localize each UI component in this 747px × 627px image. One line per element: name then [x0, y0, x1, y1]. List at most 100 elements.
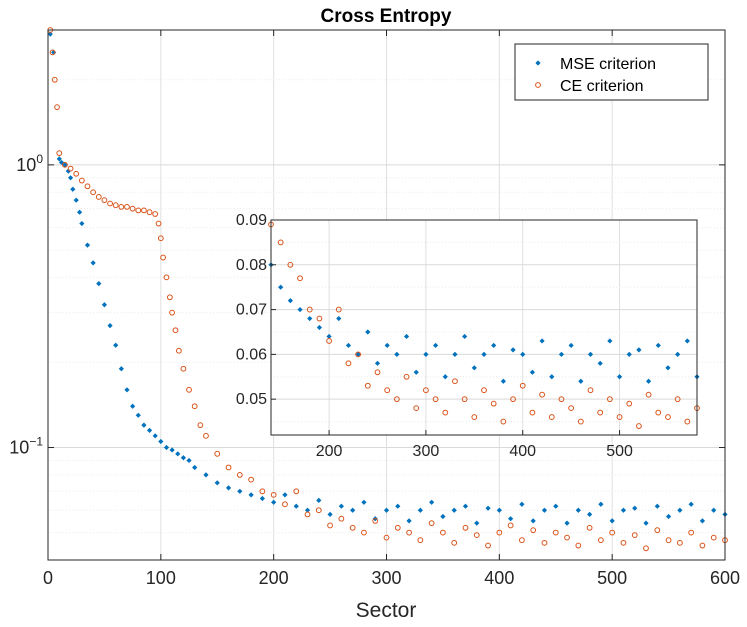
inset-point-series-0 [297, 306, 303, 313]
inset-point-series-1 [636, 423, 642, 429]
main-point-series-1 [90, 189, 97, 196]
legend-label-mse: MSE criterion [560, 56, 656, 73]
main-point-series-0 [135, 412, 141, 418]
main-point-series-0 [163, 444, 170, 451]
main-point-series-0 [316, 497, 322, 504]
main-point-series-0 [237, 488, 243, 494]
inset-point-series-0 [432, 342, 439, 349]
main-point-series-1 [315, 507, 322, 514]
inset-point-series-1 [645, 391, 652, 398]
main-point-series-0 [643, 520, 649, 526]
main-point-series-1 [293, 488, 300, 495]
inset-point-series-1 [500, 418, 507, 425]
main-point-series-1 [214, 450, 221, 457]
legend-marker-ce [535, 82, 541, 88]
inset-axis-ticks: 200 300 400 500 0.05 0.06 0.07 0.08 0.09 [236, 212, 633, 460]
main-point-series-0 [62, 162, 68, 168]
main-point-series-1 [73, 170, 80, 177]
main-point-series-0 [67, 175, 74, 181]
main-point-series-0 [282, 492, 288, 498]
main-point-series-1 [135, 207, 142, 214]
inset-x-tick-label: 500 [606, 443, 633, 460]
inset-y-tick-label: 0.06 [236, 346, 267, 363]
inset-point-series-0 [645, 378, 652, 384]
main-point-series-0 [65, 168, 71, 174]
main-point-series-0 [699, 518, 706, 524]
inset-point-series-1 [529, 409, 536, 416]
main-point-series-1 [155, 220, 162, 227]
main-point-series-1 [191, 403, 198, 410]
inset-point-series-1 [558, 396, 565, 403]
main-point-series-1 [175, 347, 182, 354]
inset-point-series-1 [277, 239, 284, 246]
main-point-series-1 [338, 515, 345, 522]
x-axis-label: Sector [356, 599, 417, 622]
inset-point-series-0 [355, 351, 361, 357]
inset-point-series-0 [307, 315, 313, 322]
inset-point-series-1 [442, 409, 449, 416]
inset-point-series-1 [539, 391, 545, 398]
inset-point-series-0 [471, 365, 477, 371]
inset-point-series-1 [316, 315, 323, 322]
inset-point-series-1 [326, 338, 332, 344]
main-point-series-0 [186, 457, 192, 464]
main-point-series-0 [304, 507, 311, 513]
main-point-series-1 [406, 529, 412, 536]
main-point-series-0 [665, 513, 672, 520]
main-point-series-0 [225, 485, 232, 491]
inset-point-series-0 [529, 369, 536, 375]
main-point-series-1 [643, 545, 649, 552]
inset-point-series-0 [616, 374, 623, 380]
main-point-series-1 [160, 254, 166, 261]
main-point-series-1 [270, 491, 277, 498]
main-point-series-0 [406, 518, 412, 524]
main-point-series-1 [440, 529, 446, 536]
inset-point-series-1 [345, 360, 352, 367]
inset-point-series-1 [432, 396, 439, 403]
inset-point-series-0 [481, 351, 487, 357]
inset-point-series-1 [297, 275, 303, 282]
inset-x-tick-label: 300 [413, 443, 440, 460]
legend-box [514, 43, 709, 101]
inset-point-series-0 [462, 333, 468, 340]
main-point-series-0 [203, 472, 209, 478]
main-axis-ticks: 0 100 200 300 400 500 600 10−1 100 [9, 30, 740, 588]
main-point-series-0 [541, 507, 548, 513]
inset-point-series-1 [335, 306, 342, 313]
main-x-tick-label: 200 [259, 568, 289, 588]
legend-marker-mse [535, 60, 541, 66]
inset-point-series-0 [403, 333, 410, 340]
inset-point-series-1 [606, 396, 613, 403]
main-point-series-1 [259, 488, 266, 495]
main-point-series-1 [282, 501, 288, 508]
main-point-series-0 [47, 31, 53, 37]
inset-point-series-1 [655, 409, 662, 416]
main-point-series-1 [49, 49, 56, 56]
legend: MSE criterion CE criterion [514, 43, 709, 101]
main-point-series-0 [508, 516, 514, 522]
main-point-series-0 [350, 507, 356, 513]
main-point-series-1 [699, 542, 706, 549]
inset-point-series-1 [287, 261, 294, 268]
main-point-series-0 [361, 499, 367, 505]
inset-point-series-1 [355, 351, 362, 358]
main-point-series-1 [225, 464, 232, 471]
main-point-series-0 [214, 480, 220, 486]
main-point-series-1 [304, 511, 311, 518]
main-point-series-0 [462, 503, 469, 509]
main-y-tick-label: 100 [16, 152, 43, 175]
main-point-series-1 [451, 539, 458, 546]
main-point-series-0 [632, 505, 638, 511]
main-point-series-1 [507, 522, 514, 529]
main-point-series-1 [248, 476, 255, 483]
inset-point-series-1 [626, 400, 633, 407]
main-point-series-0 [73, 197, 79, 203]
main-point-series-1 [631, 532, 638, 538]
inset-point-series-0 [491, 342, 497, 349]
main-point-series-1 [349, 524, 356, 531]
main-point-series-0 [84, 242, 91, 248]
inset-point-series-0 [626, 351, 632, 357]
inset-y-tick-label: 0.08 [236, 257, 267, 274]
inset-point-series-0 [500, 378, 506, 384]
main-x-tick-label: 300 [371, 568, 401, 588]
